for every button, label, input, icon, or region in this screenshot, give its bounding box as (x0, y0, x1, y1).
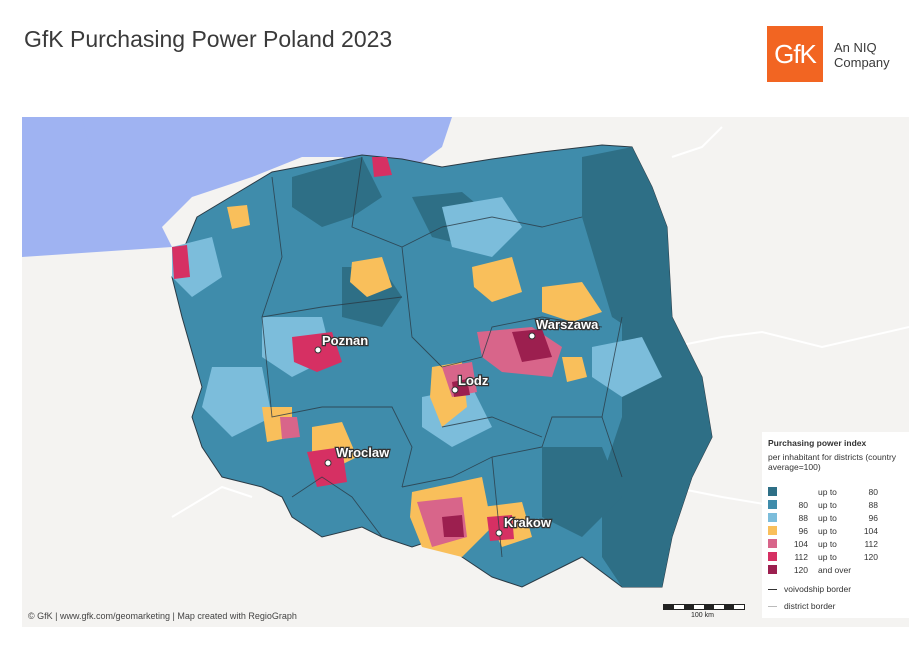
region-red (307, 447, 347, 487)
legend-swatch (768, 513, 777, 522)
legend-from: 96 (798, 526, 808, 536)
region-yellow (562, 357, 587, 382)
legend-swatch (768, 565, 777, 574)
baltic-sea (22, 117, 909, 257)
region-light (202, 367, 272, 437)
neighbor-border (671, 126, 723, 158)
legend-row: 88 up to 96 (768, 513, 904, 523)
city-marker-poznan (314, 346, 322, 354)
legend-from: 80 (798, 500, 808, 510)
region-pink (280, 417, 300, 439)
city-marker-lodz (451, 386, 459, 394)
legend-row: 104 up to 112 (768, 539, 904, 549)
legend-row: 96 up to 104 (768, 526, 904, 536)
legend-from: 112 (794, 552, 808, 562)
city-markers (314, 332, 536, 537)
region-yellow (542, 282, 602, 322)
legend-word: up to (818, 487, 837, 497)
city-labels: Poznan Warszawa Lodz Wroclaw Krakow (321, 316, 601, 532)
region-dark-red (442, 515, 464, 537)
region-yellow (350, 257, 392, 297)
region-light (442, 197, 522, 257)
legend-line (768, 589, 777, 590)
legend-to: 112 (864, 539, 878, 549)
region-yellow (227, 205, 250, 229)
legend-voivodship-label: voivodship border (784, 584, 852, 594)
region-dark (542, 447, 622, 537)
brand-tagline: An NIQ Company (834, 40, 890, 70)
legend-subtitle: per inhabitant for districts (country av… (768, 452, 897, 472)
legend-line (768, 606, 777, 607)
legend-swatch (768, 539, 777, 548)
legend-from: 88 (798, 513, 808, 523)
city-label-wroclaw: Wroclaw (336, 445, 390, 460)
map-panel[interactable]: Poznan Warszawa Lodz Wroclaw Krakow (22, 117, 909, 627)
legend-row: 112 up to 120 (768, 552, 904, 562)
legend-word: up to (818, 500, 837, 510)
city-marker-wroclaw (324, 459, 332, 467)
neighbor-border (671, 326, 909, 349)
city-label-poznan: Poznan (322, 333, 368, 348)
legend-row: up to 80 (768, 487, 904, 497)
region-dark (582, 147, 672, 337)
neighbor-border (171, 485, 253, 518)
region-dark-red (512, 329, 552, 362)
page-title: GfK Purchasing Power Poland 2023 (24, 26, 393, 52)
region-red (487, 515, 514, 541)
city-marker-warszawa (528, 332, 536, 340)
legend-word: up to (818, 552, 837, 562)
legend-row: 80 up to 88 (768, 500, 904, 510)
legend-word: up to (818, 539, 837, 549)
legend-word: up to (818, 526, 837, 536)
legend-to: 96 (868, 513, 878, 523)
region-red (172, 245, 190, 279)
legend-swatch (768, 500, 777, 509)
legend: Purchasing power index per inhabitant fo… (762, 432, 910, 618)
legend-row: 120 and over (768, 565, 904, 575)
city-label-lodz: Lodz (458, 373, 489, 388)
legend-to: 88 (868, 500, 878, 510)
legend-word: and over (818, 565, 852, 575)
region-yellow (472, 257, 522, 302)
legend-from: 120 (793, 565, 808, 575)
legend-to: 104 (863, 526, 878, 536)
scale-bar-label: 100 km (691, 612, 714, 619)
voivodship-borders (261, 156, 623, 558)
region-red (372, 157, 392, 177)
gfk-logo: GfK (767, 26, 823, 82)
legend-swatch (768, 552, 777, 561)
szczecin-lagoon (22, 117, 92, 197)
legend-title: Purchasing power index (768, 438, 867, 448)
legend-to: 80 (868, 487, 878, 497)
scale-bar-graphic (663, 604, 745, 610)
city-label-krakow: Krakow (504, 515, 552, 530)
legend-swatch (768, 487, 777, 496)
legend-district-label: district border (784, 601, 836, 611)
credits: © GfK | www.gfk.com/geomarketing | Map c… (28, 611, 297, 621)
region-light (592, 337, 662, 397)
legend-word: up to (818, 513, 837, 523)
city-marker-krakow (495, 529, 503, 537)
poland-map: Poznan Warszawa Lodz Wroclaw Krakow (22, 117, 909, 588)
legend-to: 120 (863, 552, 878, 562)
legend-swatch (768, 526, 777, 535)
legend-from: 104 (793, 539, 808, 549)
city-label-warszawa: Warszawa (536, 317, 599, 332)
